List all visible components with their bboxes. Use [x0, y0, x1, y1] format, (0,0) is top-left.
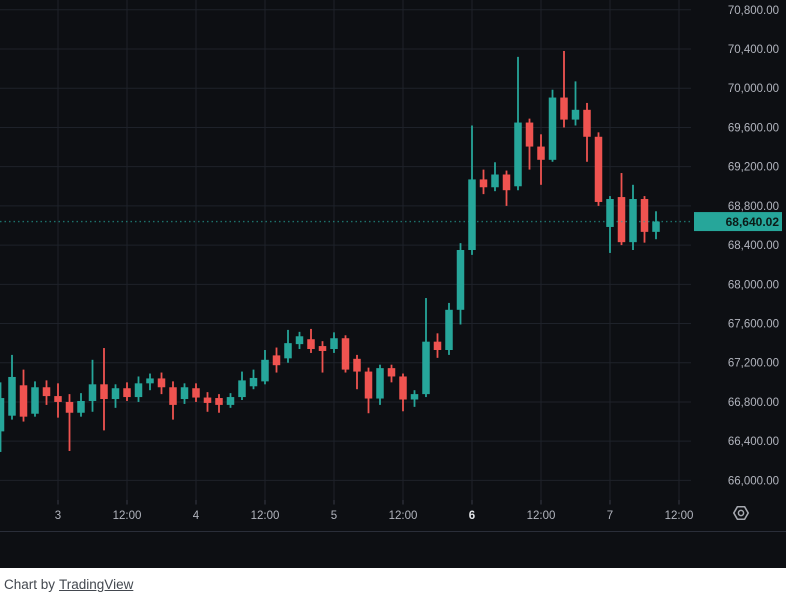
- candle: [146, 373, 154, 391]
- candle: [445, 302, 453, 355]
- candle: [491, 162, 499, 192]
- candle: [0, 382, 5, 452]
- candle: [65, 394, 74, 451]
- price-tick-label: 70,000.00: [728, 83, 779, 95]
- candle: [215, 394, 223, 413]
- candle: [399, 373, 407, 412]
- svg-text:68,640.02: 68,640.02: [726, 215, 780, 229]
- candle: [330, 332, 338, 353]
- candles-layer: [0, 50, 660, 452]
- candle: [19, 369, 28, 422]
- price-tick-label: 70,400.00: [728, 44, 779, 56]
- time-tick-label: 12:00: [389, 510, 418, 522]
- candle: [307, 328, 315, 353]
- candle: [341, 335, 350, 373]
- candle: [387, 364, 396, 383]
- candle: [54, 383, 62, 418]
- price-tick-label: 67,600.00: [728, 319, 779, 331]
- candle: [376, 364, 384, 405]
- candle: [353, 354, 361, 390]
- time-axis[interactable]: 3 12:00 4 12:00 5 12:00 6 12:00 7 12:00: [55, 500, 694, 522]
- candle: [606, 196, 614, 253]
- price-tick-label: 66,400.00: [728, 436, 779, 448]
- candle: [31, 381, 39, 417]
- candle: [456, 243, 465, 325]
- candle: [548, 89, 557, 162]
- price-tick-label: 66,000.00: [728, 475, 779, 487]
- candle: [238, 371, 246, 400]
- candle: [8, 354, 16, 420]
- candle: [422, 298, 430, 398]
- candle: [468, 125, 476, 255]
- time-tick-label: 12:00: [527, 510, 556, 522]
- price-tick-label: 70,800.00: [728, 5, 779, 17]
- price-tick-label: 68,400.00: [728, 240, 779, 252]
- candle: [479, 169, 488, 195]
- candle: [203, 392, 212, 412]
- chart-area[interactable]: 70,800.00 70,400.00 70,000.00 69,600.00 69,2…: [0, 0, 786, 568]
- price-tick-label: 68,000.00: [728, 279, 779, 291]
- candle: [640, 196, 649, 243]
- candle: [272, 347, 281, 373]
- time-tick-label: 3: [55, 510, 61, 522]
- time-tick-label: 5: [331, 510, 337, 522]
- candle: [261, 350, 269, 385]
- candle: [226, 393, 235, 408]
- candle: [502, 170, 511, 206]
- price-tick-label: 66,800.00: [728, 397, 779, 409]
- candle: [652, 211, 660, 240]
- candle: [42, 380, 51, 405]
- candle: [111, 384, 120, 408]
- candle: [123, 382, 131, 401]
- candle: [583, 102, 591, 162]
- candle: [284, 329, 292, 363]
- candle: [249, 369, 258, 390]
- tradingview-link[interactable]: TradingView: [59, 576, 134, 592]
- price-tick-label: 69,600.00: [728, 122, 779, 134]
- candle: [629, 184, 637, 250]
- candlestick-chart[interactable]: 70,800.00 70,400.00 70,000.00 69,600.00 69,2…: [0, 0, 786, 568]
- candle: [514, 56, 522, 191]
- price-axis[interactable]: 70,800.00 70,400.00 70,000.00 69,600.00 69,2…: [728, 5, 779, 488]
- candle: [571, 81, 580, 126]
- candle: [77, 393, 85, 417]
- candle: [134, 376, 143, 402]
- time-tick-label: 12:00: [251, 510, 280, 522]
- candle: [433, 333, 442, 358]
- price-tick-label: 69,200.00: [728, 162, 779, 174]
- attribution-bar: Chart by TradingView: [0, 568, 786, 600]
- candle: [560, 50, 568, 128]
- price-tick-label: 67,200.00: [728, 358, 779, 370]
- candle: [617, 173, 626, 246]
- time-tick-label: 6: [469, 510, 475, 522]
- time-tick-label: 4: [193, 510, 200, 522]
- candle: [157, 372, 166, 395]
- price-tick-label: 68,800.00: [728, 201, 779, 213]
- candle: [100, 348, 108, 431]
- time-tick-label: 12:00: [665, 510, 694, 522]
- candle: [594, 132, 603, 206]
- candle: [537, 134, 545, 185]
- last-price-badge: 68,640.02: [694, 212, 782, 232]
- candle: [88, 359, 97, 412]
- time-tick-label: 12:00: [113, 510, 142, 522]
- candle: [410, 390, 419, 407]
- candle: [364, 367, 373, 414]
- candle: [525, 118, 534, 170]
- candle: [318, 341, 327, 373]
- time-tick-label: 7: [607, 510, 613, 522]
- attribution-text: Chart by: [4, 576, 56, 592]
- candle: [169, 381, 177, 420]
- candle: [295, 331, 304, 350]
- settings-icon[interactable]: [733, 505, 749, 521]
- candle: [180, 383, 189, 404]
- candle: [192, 383, 200, 402]
